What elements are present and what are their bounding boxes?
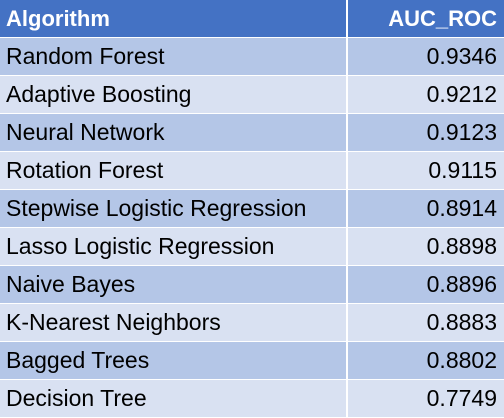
table-row: Bagged Trees 0.8802: [0, 342, 504, 380]
auc-roc-cell: 0.8802: [426, 347, 497, 373]
algorithm-cell: Bagged Trees: [0, 342, 348, 379]
algorithm-cell: Rotation Forest: [0, 152, 348, 189]
auc-roc-cell: 0.7749: [426, 385, 497, 411]
algorithm-cell: Naive Bayes: [0, 266, 348, 303]
auc-roc-cell: 0.9115: [428, 157, 497, 183]
table-row: Random Forest 0.9346: [0, 38, 504, 76]
table-row: Lasso Logistic Regression 0.8898: [0, 228, 504, 266]
table-row: Decision Tree 0.7749: [0, 380, 504, 418]
table-row: Neural Network 0.9123: [0, 114, 504, 152]
auc-roc-cell: 0.9212: [426, 81, 497, 107]
table-row: Naive Bayes 0.8896: [0, 266, 504, 304]
table-row: Rotation Forest 0.9115: [0, 152, 504, 190]
auc-roc-cell: 0.8898: [426, 233, 497, 259]
table-header-row: Algorithm AUC_ROC: [0, 0, 504, 38]
algorithm-cell: Lasso Logistic Regression: [0, 228, 348, 265]
auc-roc-cell: 0.8896: [426, 271, 497, 297]
algorithm-cell: Random Forest: [0, 38, 348, 75]
auc-roc-cell: 0.8883: [426, 309, 497, 335]
algorithm-cell: Decision Tree: [0, 380, 348, 417]
header-algorithm: Algorithm: [0, 0, 348, 37]
auc-roc-cell: 0.8914: [426, 195, 497, 221]
algorithm-cell: Neural Network: [0, 114, 348, 151]
table-row: K-Nearest Neighbors 0.8883: [0, 304, 504, 342]
table-row: Adaptive Boosting 0.9212: [0, 76, 504, 114]
auc-roc-cell: 0.9346: [426, 43, 497, 69]
table-row: Stepwise Logistic Regression 0.8914: [0, 190, 504, 228]
auc-roc-cell: 0.9123: [426, 119, 497, 145]
algorithm-cell: Adaptive Boosting: [0, 76, 348, 113]
algorithm-cell: K-Nearest Neighbors: [0, 304, 348, 341]
algorithm-cell: Stepwise Logistic Regression: [0, 190, 348, 227]
header-auc-roc: AUC_ROC: [388, 5, 497, 31]
